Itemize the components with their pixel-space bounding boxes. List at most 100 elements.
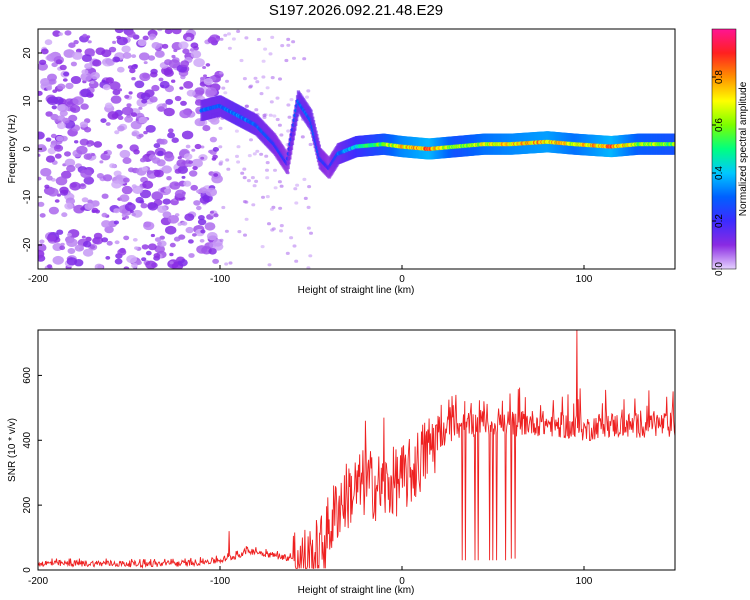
spectrogram-noise-blob bbox=[114, 130, 120, 135]
spectrogram-noise-blob bbox=[246, 179, 251, 183]
spectrogram-noise-blob bbox=[144, 89, 155, 98]
spectrogram-noise-blob bbox=[57, 115, 66, 122]
spectrogram-noise-blob bbox=[112, 164, 118, 169]
spectrogram-noise-blob bbox=[212, 147, 219, 152]
spectrogram-noise-blob bbox=[171, 54, 176, 59]
spectrogram-noise-blob bbox=[182, 48, 190, 55]
spectrogram-noise-blob bbox=[138, 116, 148, 124]
spectrogram-noise-blob bbox=[272, 114, 277, 118]
spectrogram-noise-blob bbox=[265, 86, 270, 90]
spectrogram-noise-blob bbox=[108, 46, 117, 53]
spectrogram-noise-blob bbox=[82, 33, 88, 38]
spectrogram-noise-blob bbox=[80, 72, 92, 82]
spectrogram-noise-blob bbox=[139, 189, 152, 199]
spectrogram-noise-blob bbox=[279, 224, 284, 228]
spectrogram-noise-blob bbox=[177, 222, 182, 226]
spectrogram-noise-blob bbox=[74, 140, 79, 144]
colorbar-tick-label: 0.4 bbox=[714, 166, 725, 180]
spectrogram-noise-blob bbox=[183, 180, 192, 187]
spectrogram-noise-blob bbox=[164, 153, 175, 162]
spectrogram-noise-blob bbox=[228, 261, 233, 265]
spectrogram-noise-blob bbox=[66, 165, 76, 173]
spectrogram-noise-blob bbox=[189, 170, 198, 177]
spectrogram-noise-blob bbox=[221, 86, 226, 90]
spectrogram-noise-blob bbox=[124, 202, 136, 212]
spectrogram-noise-blob bbox=[81, 54, 92, 62]
spectrogram-noise-blob bbox=[242, 176, 247, 180]
spectrogram-noise-blob bbox=[202, 125, 211, 132]
spectrogram-noise-blob bbox=[267, 222, 271, 226]
spectrogram-noise-blob bbox=[83, 240, 92, 248]
spectrogram-noise-blob bbox=[162, 103, 167, 107]
spectrogram-noise-blob bbox=[205, 87, 217, 97]
spectrogram-noise-blob bbox=[192, 166, 198, 171]
spectrogram-noise-blob bbox=[38, 176, 42, 181]
spectrogram-noise-blob bbox=[302, 177, 307, 181]
spectrogram-noise-blob bbox=[60, 242, 65, 247]
snr-frame bbox=[37, 329, 676, 571]
spectrogram-noise-blob bbox=[80, 88, 92, 98]
spectrogram-noise-blob bbox=[247, 154, 252, 158]
spectrogram-noise-blob bbox=[74, 244, 84, 252]
spectrogram-noise-blob bbox=[176, 159, 187, 167]
spectrogram-noise-blob bbox=[123, 235, 130, 241]
spectrogram-noise-blob bbox=[105, 122, 111, 126]
spectrogram-noise-blob bbox=[80, 103, 89, 110]
spectrogram-noise-blob bbox=[275, 117, 280, 122]
spectrogram-noise-blob bbox=[105, 102, 113, 109]
spectrogram-noise-blob bbox=[289, 98, 294, 102]
spectrogram-noise-blob bbox=[188, 253, 195, 258]
spectrogram-noise-blob bbox=[119, 194, 130, 202]
spectrogram-noise-blob bbox=[56, 135, 64, 142]
spectrogram-noise-blob bbox=[112, 40, 117, 45]
spectrogram-noise-blob bbox=[286, 37, 291, 42]
spectrogram-noise-blob bbox=[277, 123, 282, 127]
spectrogram-noise-blob bbox=[205, 187, 217, 197]
spectrogram-noise-blob bbox=[270, 76, 275, 80]
spectrogram-noise-blob bbox=[128, 91, 133, 95]
spectrogram-noise-blob bbox=[284, 58, 289, 63]
spectrogram-noise-blob bbox=[38, 90, 43, 96]
spectrogram-noise-blob bbox=[169, 181, 181, 190]
spectrogram-noise-blob bbox=[70, 76, 82, 84]
spectrogram-noise-blob bbox=[159, 138, 168, 145]
spectrogram-noise-blob bbox=[242, 200, 247, 204]
spectrogram-noise-blob bbox=[303, 196, 308, 200]
spectrogram-noise-blob bbox=[145, 260, 157, 269]
spectrogram-noise-blob bbox=[279, 184, 284, 188]
spectrogram-noise-blob bbox=[141, 99, 148, 104]
spectrogram-noise-blob bbox=[200, 145, 205, 149]
spectrogram-noise-blob bbox=[236, 160, 241, 164]
spectrogram-noise-blob bbox=[68, 42, 76, 48]
spectrogram-noise-blob bbox=[44, 39, 53, 46]
spectrogram-noise-blob bbox=[307, 185, 312, 189]
spectrogram-noise-blob bbox=[261, 59, 266, 63]
spectrogram-noise-blob bbox=[165, 225, 177, 235]
spectrogram-noise-blob bbox=[279, 133, 284, 137]
spectrogram-noise-blob bbox=[113, 208, 120, 214]
spectrogram-noise-blob bbox=[126, 255, 137, 264]
snr-y-tick-label: 200 bbox=[22, 496, 33, 513]
spectrogram-noise-blob bbox=[300, 135, 305, 139]
spectrogram-noise-blob bbox=[295, 183, 300, 187]
spectrogram-noise-blob bbox=[242, 77, 247, 81]
snr-series-line bbox=[38, 330, 675, 569]
snr-x-tick-label: -200 bbox=[28, 576, 48, 587]
spectrogram-noise-blob bbox=[93, 232, 103, 240]
spectrogram-noise-blob bbox=[278, 206, 283, 210]
spectrogram-noise-blob bbox=[110, 95, 122, 104]
spectrogram-noise-blob bbox=[197, 218, 207, 226]
snr-x-tick-label: 0 bbox=[399, 576, 405, 587]
spectrogram-noise-blob bbox=[69, 181, 81, 191]
spectrogram-noise-blob bbox=[76, 145, 88, 155]
snr-y-tick-label: 600 bbox=[22, 367, 33, 384]
spectrogram-noise-blob bbox=[47, 187, 59, 197]
spectrogram-noise-blob bbox=[204, 222, 216, 231]
spectrogram-noise-blob bbox=[151, 157, 161, 164]
spectrogram-noise-blob bbox=[59, 245, 66, 251]
spectrogram-noise-blob bbox=[259, 152, 264, 156]
spectrogram-noise-blob bbox=[275, 96, 280, 100]
spectrogram-noise-blob bbox=[254, 108, 259, 112]
colorbar-label: Normalized spectral amplitude bbox=[738, 81, 749, 216]
spectrogram-noise-blob bbox=[40, 167, 52, 177]
